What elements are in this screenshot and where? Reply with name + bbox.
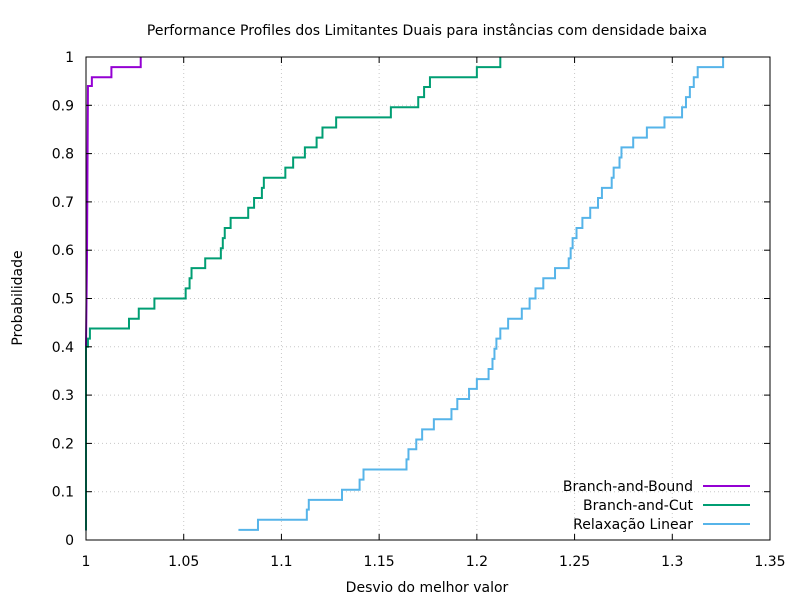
series-line-2 (85, 57, 502, 531)
legend: Branch-and-Bound Branch-and-Cut Relaxação … (563, 479, 750, 533)
y-tick-label: 0.5 (52, 292, 74, 308)
y-axis-title: Probabilidade (10, 250, 26, 345)
y-tick-label: 0.7 (52, 195, 74, 211)
y-tick-label: 0.3 (52, 388, 74, 404)
y-tick-label: 1 (65, 50, 74, 66)
x-tick-label: 1.25 (559, 554, 590, 570)
series-line-3 (238, 57, 725, 531)
x-tick-label: 1 (82, 554, 91, 570)
x-tick-labels: 1 1.05 1.1 1.15 1.2 1.25 1.3 1.35 (82, 554, 786, 570)
y-tick-labels: 0 0.1 0.2 0.3 0.4 0.5 0.6 0.7 0.8 0.9 1 (52, 50, 74, 549)
y-tick-label: 0.1 (52, 485, 74, 501)
y-tick-label: 0.2 (52, 436, 74, 452)
y-tick-label: 0.6 (52, 243, 74, 259)
legend-label-2: Branch-and-Cut (583, 498, 693, 514)
x-tick-label: 1.2 (466, 554, 488, 570)
y-tick-label: 0.8 (52, 147, 74, 163)
x-tick-label: 1.35 (754, 554, 785, 570)
x-tick-label: 1.05 (168, 554, 199, 570)
y-tick-label: 0.9 (52, 98, 74, 114)
legend-label-3: Relaxação Linear (573, 517, 693, 533)
x-tick-label: 1.15 (364, 554, 395, 570)
x-tick-label: 1.3 (661, 554, 683, 570)
chart-title: Performance Profiles dos Limitantes Duai… (147, 23, 707, 39)
grid-lines (86, 57, 770, 540)
x-tick-label: 1.1 (270, 554, 292, 570)
legend-label-1: Branch-and-Bound (563, 479, 693, 495)
y-tick-label: 0 (65, 533, 74, 549)
x-axis-title: Desvio do melhor valor (346, 580, 509, 596)
axis-ticks (85, 56, 771, 541)
y-tick-label: 0.4 (52, 340, 74, 356)
